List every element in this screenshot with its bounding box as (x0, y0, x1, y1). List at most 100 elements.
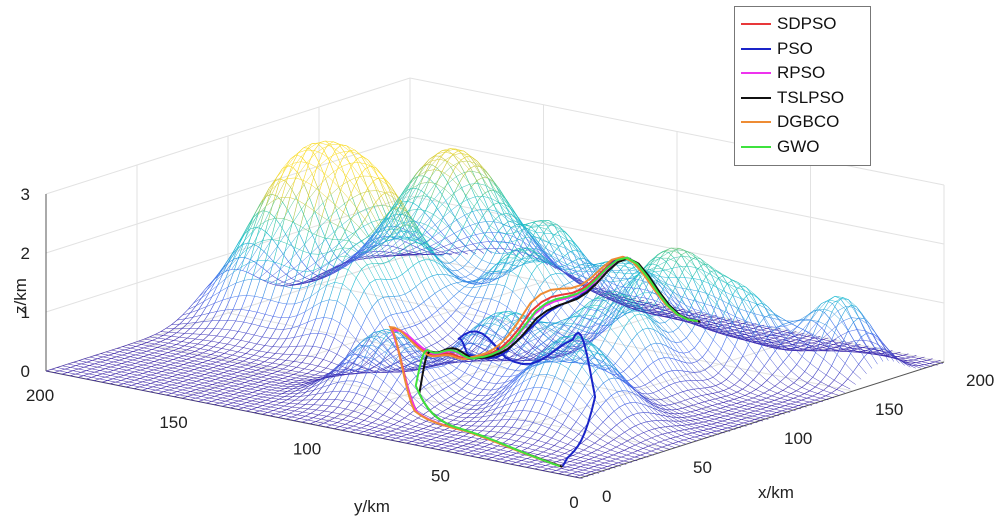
surface-mesh-line (122, 353, 128, 356)
surface-mesh-line (711, 430, 717, 433)
surface-mesh-line (648, 428, 655, 431)
surface-mesh-line (707, 393, 713, 395)
surface-mesh-line (661, 343, 668, 347)
surface-mesh-line (426, 195, 433, 202)
surface-mesh-line (267, 316, 274, 328)
surface-mesh-line (578, 449, 584, 454)
surface-mesh-line (415, 426, 424, 429)
surface-mesh-line (462, 452, 469, 455)
surface-mesh-line (643, 430, 650, 433)
surface-mesh-line (254, 395, 264, 398)
surface-mesh-line (825, 392, 832, 397)
surface-mesh-line (511, 392, 518, 404)
surface-mesh-line (132, 368, 141, 371)
surface-mesh-line (161, 369, 168, 372)
surface-mesh-line (443, 445, 450, 449)
surface-mesh-line (591, 307, 598, 310)
surface-mesh-line (197, 339, 204, 345)
surface-mesh-line (837, 310, 844, 321)
surface-mesh-line (723, 300, 730, 314)
surface-mesh-line (658, 357, 665, 360)
surface-mesh-line (474, 325, 481, 335)
surface-mesh-line (468, 206, 475, 217)
surface-mesh-line (599, 338, 606, 350)
surface-mesh-line (689, 257, 696, 262)
surface-mesh-line (774, 398, 781, 401)
surface-mesh-line (154, 359, 160, 362)
surface-mesh-line (295, 154, 302, 157)
surface-mesh-line (369, 429, 378, 432)
surface-mesh-line (337, 400, 344, 408)
surface-mesh-line (369, 279, 376, 284)
surface-mesh-line (697, 260, 704, 271)
surface-mesh-line (94, 370, 100, 373)
surface-mesh-line (465, 186, 472, 196)
surface-mesh-line (297, 403, 306, 405)
surface-mesh-line (264, 357, 271, 362)
surface-mesh-line (245, 257, 251, 260)
surface-mesh-line (159, 357, 166, 360)
surface-mesh-line (91, 377, 100, 380)
surface-mesh-line (457, 226, 464, 238)
surface-mesh-line (129, 363, 136, 366)
surface-mesh-line (289, 410, 295, 414)
surface-mesh-line (274, 374, 281, 378)
surface-mesh-line (431, 430, 440, 433)
surface-mesh-line (454, 254, 461, 261)
surface-mesh-line (78, 366, 84, 370)
surface-mesh-line (502, 270, 509, 277)
surface-mesh-line (673, 279, 679, 292)
surface-mesh-line (246, 402, 255, 405)
surface-mesh-line (548, 466, 554, 470)
surface-mesh-line (186, 365, 192, 369)
surface-mesh-line (652, 407, 658, 411)
surface-mesh-line (372, 422, 381, 426)
surface-mesh-line (696, 395, 702, 398)
surface-mesh-line (391, 313, 397, 316)
surface-mesh-line (152, 384, 159, 388)
surface-mesh-line (782, 386, 789, 391)
surface-mesh-line (397, 336, 403, 340)
surface-mesh-line (841, 378, 848, 386)
surface-mesh-line (290, 384, 296, 387)
surface-mesh-line (307, 419, 316, 422)
surface-mesh-line (266, 193, 272, 197)
surface-mesh-line (253, 373, 259, 376)
surface-mesh-line (723, 400, 729, 403)
surface-mesh-line (174, 394, 180, 397)
surface-mesh-line (357, 162, 364, 177)
surface-mesh-line (474, 165, 480, 167)
surface-mesh-line (518, 465, 527, 468)
surface-mesh-line (291, 414, 298, 418)
surface-mesh-line (464, 392, 470, 398)
surface-mesh-line (267, 346, 274, 353)
surface-mesh-line (358, 290, 365, 303)
surface-mesh-line (446, 440, 453, 443)
surface-mesh-line (153, 367, 160, 371)
surface-mesh-line (113, 370, 122, 373)
surface-mesh-line (457, 267, 463, 271)
surface-mesh-line (195, 297, 202, 306)
surface-mesh-line (257, 405, 263, 408)
surface-mesh-line (355, 370, 361, 373)
surface-mesh-line (162, 342, 169, 346)
surface-mesh-line (445, 284, 452, 287)
surface-mesh-line (538, 401, 545, 414)
surface-mesh-line (672, 327, 679, 333)
surface-mesh-line (758, 365, 765, 374)
surface-mesh-line (569, 468, 576, 471)
surface-mesh-line (551, 329, 558, 333)
surface-mesh-line (335, 153, 342, 167)
surface-mesh-line (177, 382, 186, 386)
surface-mesh-line (455, 434, 464, 437)
surface-mesh-line (181, 359, 187, 362)
surface-mesh-line (136, 383, 146, 386)
surface-mesh-line (473, 450, 482, 453)
surface-mesh-line (253, 275, 260, 279)
surface-mesh-line (551, 453, 560, 457)
surface-mesh-line (350, 339, 357, 351)
surface-mesh-line (796, 356, 803, 365)
surface-mesh-line (196, 379, 202, 382)
surface-mesh-line (339, 424, 346, 427)
surface-mesh-line (121, 361, 128, 364)
